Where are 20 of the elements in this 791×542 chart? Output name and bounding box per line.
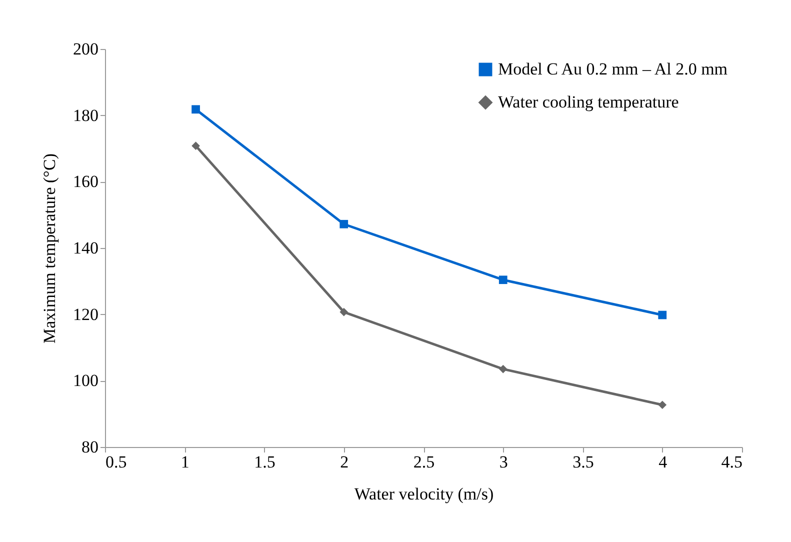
y-tick-label: 100 (73, 371, 98, 390)
x-tick-label: 2 (340, 452, 349, 472)
x-tick-label: 0.5 (106, 452, 127, 472)
legend-label: Water cooling temperature (498, 92, 679, 112)
x-tick-label: 4.5 (721, 452, 742, 472)
x-tick-label: 3.5 (572, 452, 594, 472)
legend-label: Model C Au 0.2 mm – Al 2.0 mm (498, 60, 728, 78)
y-tick-label: 140 (73, 238, 98, 258)
x-tick-label: 3 (499, 452, 508, 472)
x-tick-label: 1 (180, 452, 190, 472)
y-axis-title: Maximum temperature (°C) (40, 154, 59, 344)
y-tick-label: 160 (73, 172, 98, 192)
x-tick-label: 4 (658, 452, 668, 472)
x-tick-label: 2.5 (413, 452, 435, 472)
y-tick-label: 200 (73, 40, 98, 58)
x-axis-title: Water velocity (m/s) (354, 484, 494, 504)
y-tick-label: 180 (73, 106, 98, 125)
y-tick-label: 80 (82, 438, 98, 456)
y-tick-label: 120 (73, 304, 98, 324)
x-tick-label: 1.5 (254, 452, 276, 472)
